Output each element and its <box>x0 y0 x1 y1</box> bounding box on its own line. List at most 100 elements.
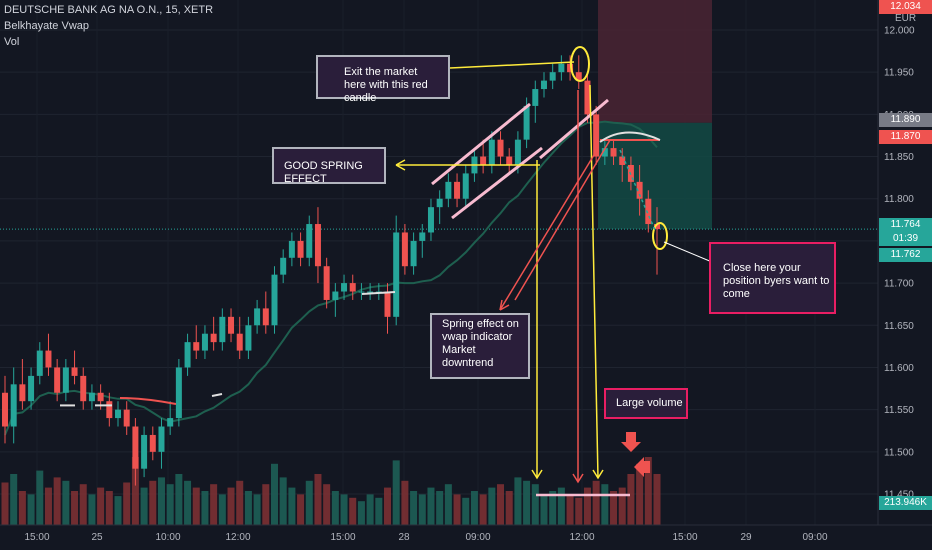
volume-bar <box>462 497 470 525</box>
candle-body <box>132 426 139 469</box>
legend-volume[interactable]: Vol <box>4 36 20 48</box>
x-tick-label: 10:00 <box>155 532 180 543</box>
candle-body <box>184 342 191 368</box>
candle-body <box>575 72 582 81</box>
volume-bar <box>10 474 18 525</box>
dashed-path <box>619 149 656 231</box>
volume-bar <box>531 484 539 525</box>
volume-bar <box>331 491 339 525</box>
candle-body <box>297 240 304 258</box>
vwap-line <box>4 120 658 436</box>
yellow-arrow-head <box>592 469 604 480</box>
x-tick-label: 15:00 <box>24 532 49 543</box>
annotation-exit[interactable]: Exit the market here with this red candl… <box>316 55 450 104</box>
annotation-volume[interactable]: Large volume <box>604 388 688 419</box>
volume-bar <box>357 501 365 525</box>
volume-bar <box>88 494 96 525</box>
candle-body <box>532 89 539 106</box>
volume-left-arrow <box>634 457 650 477</box>
candle-body <box>540 80 547 90</box>
candle-body <box>558 63 565 73</box>
red-arrow-head <box>572 473 584 484</box>
volume-bar <box>583 487 591 525</box>
x-tick-label: 25 <box>91 532 103 543</box>
candle-body <box>71 367 78 376</box>
volume-bar <box>253 494 261 525</box>
candle-body <box>97 392 104 402</box>
volume-bar <box>592 480 600 525</box>
candle-body <box>654 224 660 230</box>
candle-body <box>427 207 434 233</box>
y-tick-label: 11.500 <box>884 447 914 458</box>
volume-bar <box>140 487 148 525</box>
candle-body <box>115 409 122 419</box>
volume-bar <box>340 494 348 525</box>
legend-indicator[interactable]: Belkhayate Vwap <box>4 20 89 32</box>
candle-body <box>436 198 443 208</box>
volume-bar <box>653 474 661 525</box>
volume-bar <box>323 484 331 525</box>
candle-body <box>480 156 487 165</box>
volume-bar <box>166 484 174 525</box>
candle-body <box>19 384 26 402</box>
candle-body <box>80 375 87 402</box>
volume-bar <box>44 487 52 525</box>
price-tag-upper: 11.890 <box>879 113 932 127</box>
volume-bar <box>297 494 305 525</box>
volume-bar <box>601 484 609 525</box>
candle-body <box>506 156 513 165</box>
candle-body <box>306 224 313 258</box>
candle-body <box>567 63 574 73</box>
candle-body <box>358 291 365 293</box>
volume-bar <box>131 457 139 525</box>
annotation-close[interactable]: Close here your position byers want to c… <box>709 242 836 314</box>
red-arrow-head <box>499 299 510 311</box>
x-tick-label: 09:00 <box>465 532 490 543</box>
candle-body <box>54 367 61 393</box>
candle-body <box>341 283 348 292</box>
volume-bar <box>236 480 244 525</box>
candle-body <box>601 148 608 157</box>
volume-bar <box>401 480 409 525</box>
volume-bar <box>27 494 35 525</box>
volume-bar <box>410 491 418 525</box>
drawings <box>60 46 713 497</box>
y-tick-label: 11.800 <box>884 194 914 205</box>
annotation-downtrend[interactable]: Spring effect on vwap indicator Market d… <box>430 313 530 379</box>
candle-body <box>88 392 95 402</box>
candle-body <box>462 173 469 199</box>
volume-bar <box>175 474 183 525</box>
vwap-curve <box>599 131 661 143</box>
candle-body <box>645 198 652 225</box>
volume-bar <box>444 484 452 525</box>
volume-bar <box>384 487 392 525</box>
y-tick-label: 12.000 <box>884 26 915 37</box>
volume-bar <box>549 491 557 525</box>
volume-bar <box>36 470 44 525</box>
candle-body <box>228 316 235 334</box>
volume-bar <box>575 497 583 525</box>
candle-body <box>636 181 643 199</box>
volume-bar <box>184 480 192 525</box>
candle-body <box>280 257 287 275</box>
y-tick-label: 11.850 <box>884 152 914 163</box>
yellow-vertical-line <box>589 84 599 479</box>
candle-body <box>445 181 452 199</box>
volume-bar <box>244 491 252 525</box>
volume-bar <box>453 494 461 525</box>
volume-bar <box>618 487 626 525</box>
exit-highlight <box>570 46 590 82</box>
annotation-spring[interactable]: GOOD SPRING EFFECT <box>272 147 386 185</box>
channel-line-break <box>539 98 609 160</box>
candle-body <box>219 316 226 343</box>
volume-bar <box>79 484 87 525</box>
volume-bar <box>375 497 383 525</box>
price-tag-last2: 11.762 <box>879 248 932 262</box>
volume-bar <box>123 482 131 525</box>
volume-bar <box>305 480 313 525</box>
vwap-red-segment <box>119 397 177 405</box>
volume-bar <box>218 494 226 525</box>
candle-body <box>2 392 8 427</box>
y-tick-label: 11.600 <box>884 363 914 374</box>
